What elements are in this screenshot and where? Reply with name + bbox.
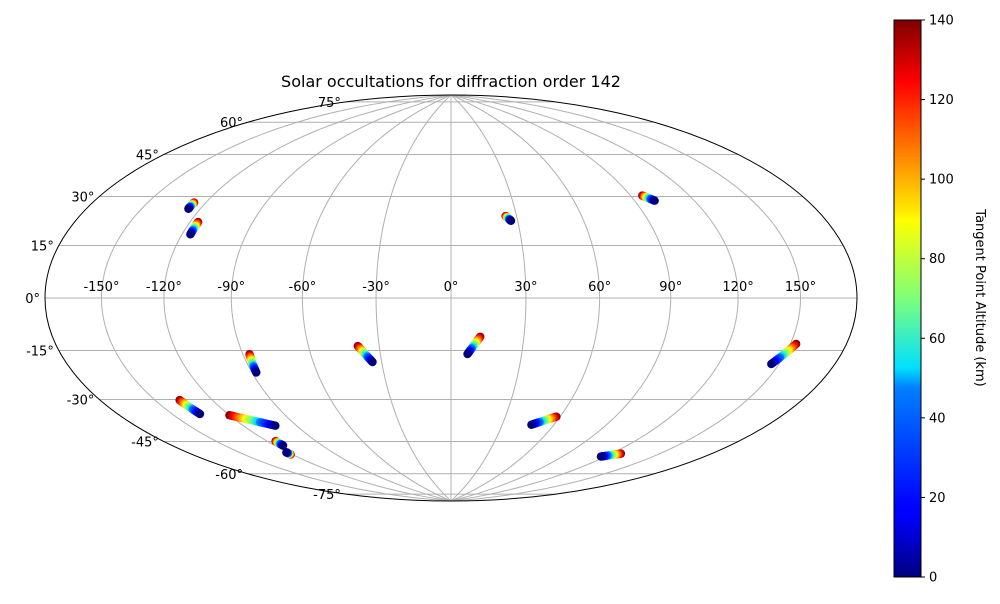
occultation-point [184, 204, 193, 213]
occultation-track [186, 217, 203, 239]
occultation-track [175, 395, 205, 419]
x-tick-label: 0° [444, 280, 459, 295]
colorbar-tick-label: 60 [929, 332, 946, 347]
colorbar-tick-label: 20 [929, 491, 946, 506]
colorbar-tick-label: 80 [929, 252, 946, 267]
occultation-point [186, 230, 195, 239]
y-tick-label: 60° [220, 116, 243, 131]
occultation-point [278, 441, 288, 450]
occultation-track [353, 341, 377, 367]
occultation-point [271, 421, 280, 430]
occultation-track [527, 412, 561, 429]
occultation-track [282, 448, 295, 459]
y-tick-labels: -75° -60° -45° -30° -15° 0° 15° 30° 45° 60° 75° [25, 96, 341, 503]
x-tick-label: 90° [659, 280, 682, 295]
y-tick-label: -75° [313, 488, 341, 503]
x-tick-label: -60° [289, 280, 317, 295]
y-tick-label: -30° [67, 394, 95, 409]
occultation-point [252, 368, 261, 377]
y-tick-label: 15° [31, 239, 54, 254]
colorbar-tick-label: 100 [929, 173, 954, 188]
x-tick-labels: -150° -120° -90° -60° -30° 0° 30° 60° 90° 120° 150… [83, 280, 816, 295]
occultation-point [506, 216, 516, 225]
occultation-track [596, 449, 626, 461]
occultation-point [767, 359, 776, 369]
occultation-track [245, 349, 261, 377]
occultation-track [501, 211, 516, 225]
occultation-point [527, 420, 536, 429]
y-tick-label: -15° [26, 345, 54, 360]
x-tick-label: -90° [217, 280, 245, 295]
colorbar [893, 19, 922, 578]
x-tick-label: 150° [785, 280, 816, 295]
x-tick-label: 30° [514, 280, 537, 295]
colorbar-tick-label: 140 [929, 14, 954, 29]
occultation-track [638, 191, 659, 205]
occultation-point [650, 196, 659, 205]
colorbar-label: Tangent Point Altitude (km) [972, 208, 987, 386]
map-boundary [44, 94, 858, 502]
colorbar-tick-label: 40 [929, 411, 946, 426]
y-tick-label: -45° [131, 436, 159, 451]
y-tick-label: 0° [25, 292, 40, 307]
occultation-point [368, 357, 377, 367]
map-grid [45, 95, 857, 501]
occultation-track [184, 198, 199, 213]
y-tick-label: -60° [215, 468, 243, 483]
occultation-point [282, 448, 291, 457]
chart-title: Solar occultations for diffraction order… [281, 72, 621, 91]
colorbar-tick-label: 0 [929, 571, 937, 586]
x-tick-label: 120° [722, 280, 753, 295]
y-tick-label: 30° [71, 191, 94, 206]
y-tick-label: 45° [136, 148, 159, 163]
occultation-point [463, 349, 472, 359]
colorbar-tick-label: 120 [929, 93, 954, 108]
occultation-track [225, 411, 280, 430]
y-tick-label: 75° [318, 96, 341, 111]
occultation-points [175, 191, 801, 461]
occultation-track [767, 339, 801, 369]
occultation-point [596, 452, 606, 461]
x-tick-label: -150° [83, 280, 119, 295]
x-tick-label: -120° [146, 280, 182, 295]
occultation-point [195, 409, 205, 419]
x-tick-label: 60° [588, 280, 611, 295]
x-tick-label: -30° [362, 280, 390, 295]
occultation-track [271, 436, 288, 450]
colorbar-ticks: 0 20 40 60 80 100 120 140 [921, 14, 954, 586]
occultation-track [463, 332, 485, 359]
